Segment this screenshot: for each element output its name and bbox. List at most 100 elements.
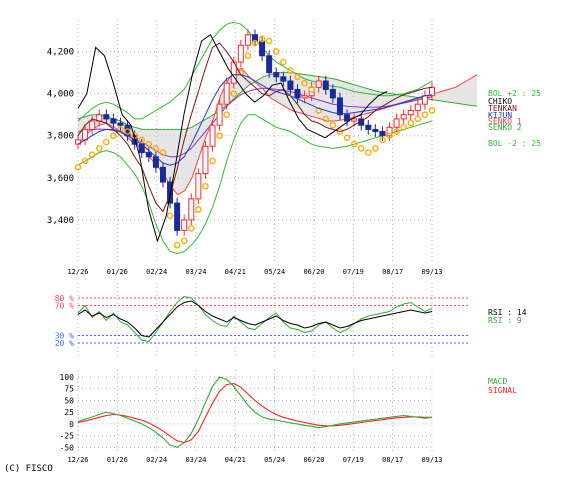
price-y-tick-4: 4,200 — [47, 48, 74, 58]
parabolic-dot-29 — [280, 58, 287, 66]
parabolic-dot-24 — [244, 52, 252, 60]
price-x-tick-9: 09/13 — [421, 268, 442, 276]
candle-body-36 — [329, 88, 336, 99]
macd-y-tick-1: -25 — [60, 432, 75, 441]
price-panel: 3,400 3,600 3,800 4,000 4,200 12/26 01/26 02/24… — [47, 20, 541, 276]
macd-x-tick-0: 12/26 — [67, 456, 88, 464]
candle-body-45 — [393, 118, 400, 128]
candle-body-41 — [365, 124, 372, 130]
candle-body-31 — [294, 88, 301, 99]
price-x-tick-8: 08/17 — [382, 268, 403, 276]
price-legend-5: SENKO 2 — [488, 123, 522, 132]
parabolic-dot-50 — [428, 107, 436, 114]
price-x-tick-0: 12/26 — [67, 268, 88, 276]
parabolic-dot-36 — [329, 121, 337, 129]
price-legend-1: CHIKO — [488, 97, 512, 106]
price-legend-0: BOL +2 : 25 — [488, 89, 541, 98]
parabolic-dot-49 — [421, 111, 429, 118]
macd-legend-1: SIGNAL — [488, 386, 517, 395]
macd-y-tick-2: 0 — [69, 420, 74, 429]
parabolic-dot-4 — [103, 138, 110, 146]
parabolic-dot-40 — [357, 145, 365, 152]
candle-body-29 — [280, 76, 287, 82]
parabolic-dot-5 — [110, 132, 117, 140]
rsi-y-tick-0: 20 % — [55, 339, 74, 348]
candle-body-4 — [103, 114, 110, 120]
parabolic-dot-12 — [159, 149, 167, 156]
parabolic-dot-7 — [124, 128, 131, 135]
candle-body-6 — [117, 122, 124, 126]
parabolic-dot-31 — [294, 73, 301, 81]
parabolic-dot-16 — [187, 225, 195, 232]
candle-body-24 — [244, 34, 251, 46]
parabolic-dot-32 — [301, 79, 308, 87]
candle-body-23 — [237, 44, 244, 63]
parabolic-dot-38 — [343, 134, 351, 142]
rsi-legend-1: RSI : 9 — [488, 316, 522, 325]
price-x-tick-3: 03/24 — [185, 268, 206, 276]
candle-body-43 — [379, 131, 386, 137]
parabolic-dot-19 — [209, 157, 216, 165]
candle-body-10 — [145, 152, 152, 158]
parabolic-dot-9 — [138, 136, 146, 144]
parabolic-dot-25 — [251, 39, 259, 47]
rsi9-line — [77, 295, 433, 343]
candle-body-26 — [259, 40, 266, 57]
candle-body-16 — [188, 198, 195, 221]
macd-line — [77, 376, 433, 448]
candle-body-18 — [202, 145, 209, 175]
tenkan-line — [77, 42, 433, 213]
parabolic-dot-0 — [74, 164, 82, 171]
price-x-tick-1: 01/26 — [107, 268, 128, 276]
macd-x-tick-6: 06/20 — [303, 456, 324, 464]
price-legend-6: BOL -2 : 25 — [488, 139, 541, 148]
rsi-y-tick-2: 70 % — [55, 302, 74, 311]
candle-body-28 — [273, 72, 280, 78]
candle-body-46 — [400, 114, 407, 120]
candle-body-49 — [421, 95, 428, 105]
parabolic-dot-2 — [88, 151, 96, 158]
parabolic-dot-20 — [216, 132, 223, 140]
candle-body-48 — [414, 103, 421, 111]
parabolic-dot-44 — [386, 132, 393, 140]
price-legend-4: SENKO 1 — [488, 117, 522, 126]
candle-body-27 — [266, 55, 273, 74]
price-y-tick-3: 4,000 — [47, 90, 74, 100]
candle-body-30 — [287, 80, 294, 90]
parabolic-dot-14 — [173, 241, 181, 249]
price-x-tick-7: 07/19 — [343, 268, 364, 276]
price-legend-2: TENKAN — [488, 104, 517, 113]
candle-body-14 — [174, 202, 181, 231]
candle-body-12 — [159, 166, 166, 183]
candle-body-42 — [372, 128, 379, 133]
candle-body-35 — [322, 80, 329, 90]
kijun-line — [77, 74, 433, 166]
bollinger-lower-line — [77, 114, 433, 255]
macd-y-tick-0: -50 — [60, 443, 75, 452]
parabolic-dot-46 — [400, 124, 407, 131]
parabolic-dot-11 — [152, 145, 160, 152]
macd-x-tick-7: 07/19 — [343, 456, 364, 464]
macd-y-tick-6: 100 — [60, 373, 75, 382]
macd-x-tick-9: 09/13 — [421, 456, 442, 464]
rsi14-line — [77, 300, 433, 338]
candle-body-44 — [386, 126, 393, 137]
candle-body-5 — [110, 118, 117, 124]
macd-x-tick-3: 03/24 — [185, 456, 206, 464]
price-x-tick-5: 05/24 — [264, 268, 285, 276]
candle-body-37 — [336, 97, 343, 116]
macd-y-tick-4: 50 — [64, 396, 74, 405]
candle-body-15 — [181, 219, 188, 231]
parabolic-dot-45 — [393, 128, 400, 135]
copyright-text: (C) FISCO — [4, 464, 53, 474]
rsi-y-tick-1: 30 % — [55, 332, 74, 341]
parabolic-dot-3 — [95, 145, 103, 152]
chiko-line — [77, 33, 388, 243]
macd-x-tick-4: 04/21 — [225, 456, 246, 464]
rsi-legend-0: RSI : 14 — [488, 308, 527, 317]
parabolic-dot-10 — [145, 140, 153, 148]
parabolic-dot-35 — [322, 115, 330, 123]
price-x-tick-4: 04/21 — [225, 268, 246, 276]
